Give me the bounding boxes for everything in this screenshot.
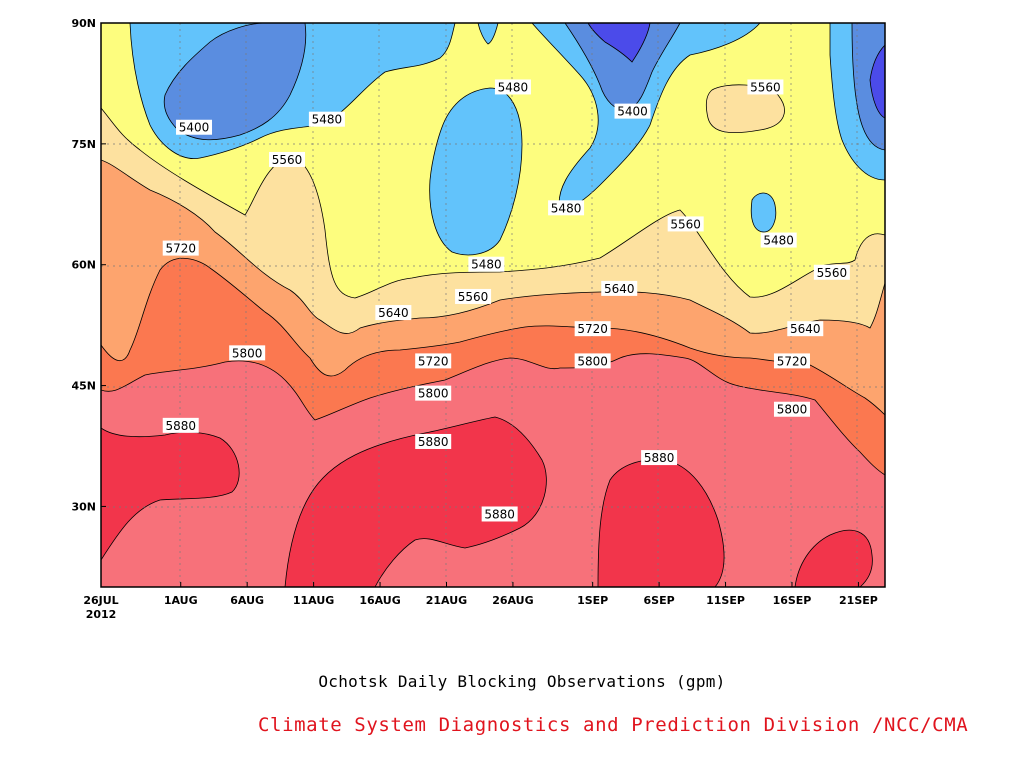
svg-text:5800: 5800	[418, 387, 449, 401]
contour-label: 5720	[162, 240, 199, 256]
svg-text:5880: 5880	[484, 507, 515, 521]
svg-text:5560: 5560	[670, 217, 701, 231]
contour-label: 5640	[787, 321, 824, 337]
band-5480-5560-small	[750, 192, 777, 233]
x-tick-label: 16SEP	[773, 594, 812, 607]
contour-label: 5480	[548, 200, 585, 216]
contour-label: 5800	[229, 345, 266, 361]
contour-label: 5720	[574, 321, 611, 337]
y-tick-label: 75N	[71, 138, 96, 151]
contour-label: 5800	[773, 401, 810, 417]
band-below-5400-far-east	[869, 44, 885, 119]
contour-label: 5560	[667, 216, 704, 232]
band-below-5400-east	[587, 23, 651, 63]
y-tick-label: 30N	[71, 500, 96, 513]
contour-label: 5720	[415, 353, 452, 369]
svg-text:5560: 5560	[458, 290, 489, 304]
svg-text:5480: 5480	[471, 258, 502, 272]
svg-text:5720: 5720	[418, 354, 449, 368]
x-tick-label: 1SEP	[577, 594, 608, 607]
x-tick-label: 21SEP	[839, 594, 878, 607]
y-tick-label: 60N	[71, 259, 96, 272]
contour-label: 5720	[773, 353, 810, 369]
x-tick-label: 6AUG	[230, 594, 264, 607]
contour-label: 5400	[176, 119, 213, 135]
contour-label: 5560	[747, 79, 784, 95]
svg-text:5800: 5800	[232, 346, 263, 360]
contour-label: 5640	[601, 280, 638, 296]
contour-label: 5480	[760, 232, 797, 248]
svg-text:5560: 5560	[272, 153, 303, 167]
svg-text:5400: 5400	[179, 121, 210, 135]
x-tick-label: 11AUG	[293, 594, 334, 607]
contour-label: 5400	[614, 103, 651, 119]
svg-text:5400: 5400	[617, 105, 648, 119]
svg-text:5720: 5720	[577, 322, 608, 336]
x-tick-label: 21AUG	[426, 594, 467, 607]
contour-label: 5800	[415, 385, 452, 401]
band-5400-5480-far-east	[851, 23, 885, 151]
contour-fills: 5400 5480 5480 5400 5560 5560 5480 5560 5480 5720…	[101, 23, 885, 587]
contour-label: 5560	[455, 288, 492, 304]
core-5880-central	[284, 416, 547, 587]
band-5480-5560-mid	[429, 87, 523, 256]
svg-text:5560: 5560	[750, 80, 781, 94]
svg-text:5800: 5800	[777, 403, 808, 417]
svg-text:5800: 5800	[577, 354, 608, 368]
svg-text:5720: 5720	[165, 242, 196, 256]
y-tick-label: 90N	[71, 17, 96, 30]
y-tick-label: 45N	[71, 380, 96, 393]
core-5880-west	[101, 427, 240, 561]
chart-title: Ochotsk Daily Blocking Observations (gpm…	[318, 672, 726, 691]
y-axis: 30N 45N 60N 75N 90N	[71, 17, 106, 513]
chart-credit: Climate System Diagnostics and Predictio…	[258, 714, 969, 736]
x-tick-label: 6SEP	[644, 594, 675, 607]
svg-text:5880: 5880	[165, 419, 196, 433]
contour-label: 5480	[308, 111, 345, 127]
contour-label: 5880	[481, 506, 518, 522]
x-tick-label: 11SEP	[706, 594, 745, 607]
x-axis: 26JUL 1AUG 6AUG 11AUG 16AUG 21AUG 26AUG 1SEP 6SE…	[83, 582, 878, 621]
svg-text:5640: 5640	[378, 306, 409, 320]
core-5880-far-east	[794, 529, 873, 587]
svg-text:5480: 5480	[763, 234, 794, 248]
svg-text:5880: 5880	[644, 451, 675, 465]
svg-text:5480: 5480	[498, 80, 529, 94]
svg-text:5720: 5720	[777, 354, 808, 368]
contour-label: 5560	[813, 264, 850, 280]
svg-text:5640: 5640	[604, 282, 635, 296]
x-year-label: 2012	[86, 608, 117, 621]
svg-text:5480: 5480	[312, 113, 343, 127]
x-tick-label: 26JUL	[83, 594, 118, 607]
svg-text:5880: 5880	[418, 435, 449, 449]
contour-labels: 5400 5480 5480 5400 5560 5560 5480 5560 5480 5720…	[162, 79, 850, 522]
contour-label: 5560	[269, 151, 306, 167]
x-tick-label: 1AUG	[164, 594, 198, 607]
contour-label: 5480	[468, 256, 505, 272]
svg-text:5560: 5560	[817, 266, 848, 280]
band-5480-5560-north-mid	[477, 23, 499, 45]
contour-label: 5640	[375, 305, 412, 321]
contour-label: 5880	[415, 433, 452, 449]
x-tick-label: 26AUG	[492, 594, 533, 607]
contour-label: 5480	[494, 79, 531, 95]
contour-label: 5800	[574, 353, 611, 369]
contour-label: 5880	[162, 417, 199, 433]
contour-label: 5880	[641, 450, 678, 466]
plot-frame	[100, 22, 886, 588]
svg-text:5640: 5640	[790, 322, 821, 336]
svg-text:5480: 5480	[551, 201, 582, 215]
x-tick-label: 16AUG	[359, 594, 400, 607]
